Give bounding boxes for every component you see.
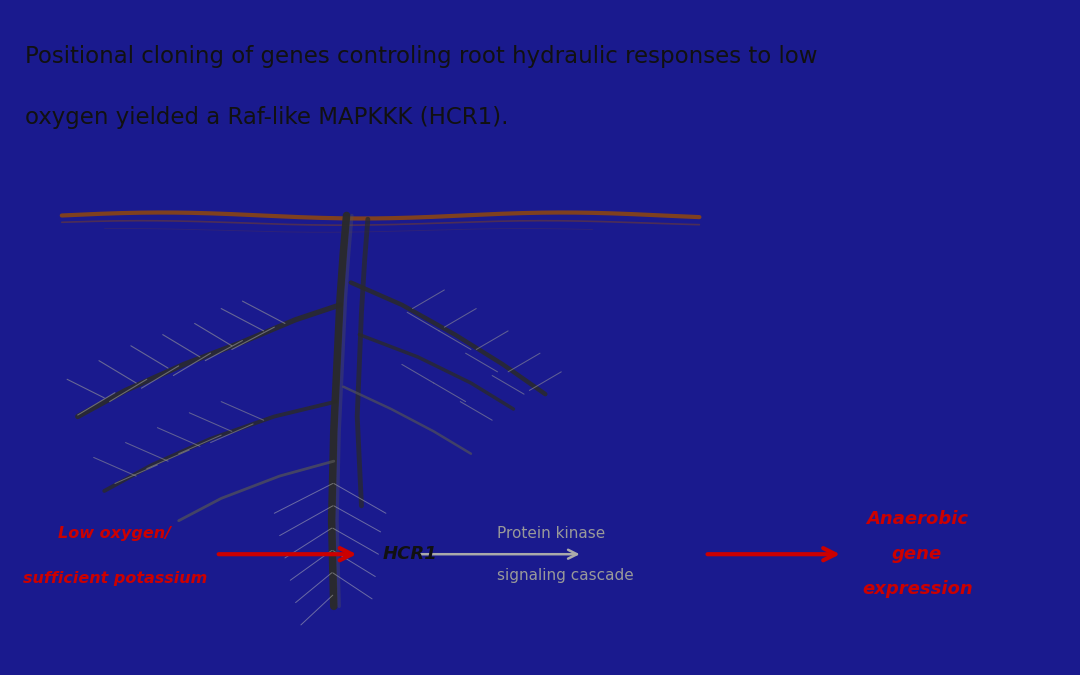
Text: Low oxygen/: Low oxygen/	[58, 526, 172, 541]
Text: Protein kinase: Protein kinase	[498, 526, 606, 541]
Text: Positional cloning of genes controling root hydraulic responses to low: Positional cloning of genes controling r…	[25, 45, 818, 68]
Text: expression: expression	[862, 580, 973, 598]
Text: signaling cascade: signaling cascade	[498, 568, 634, 583]
Text: Anaerobic: Anaerobic	[866, 510, 969, 528]
Text: HCR1: HCR1	[382, 545, 437, 563]
Text: gene: gene	[892, 545, 943, 563]
Text: sufficient potassium: sufficient potassium	[23, 570, 207, 586]
Text: oxygen yielded a Raf-like MAPKKK (HCR1).: oxygen yielded a Raf-like MAPKKK (HCR1).	[25, 106, 508, 129]
